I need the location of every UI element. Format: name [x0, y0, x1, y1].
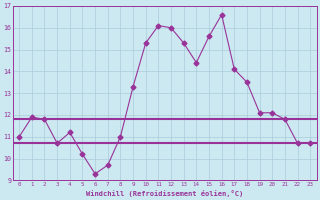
X-axis label: Windchill (Refroidissement éolien,°C): Windchill (Refroidissement éolien,°C): [86, 190, 243, 197]
